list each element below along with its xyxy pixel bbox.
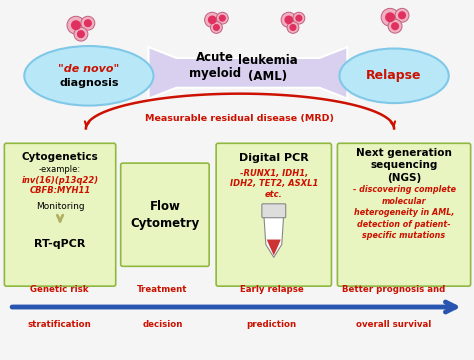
Ellipse shape (339, 49, 449, 103)
Circle shape (84, 20, 91, 27)
Circle shape (205, 12, 220, 27)
Circle shape (217, 12, 228, 24)
Text: leukemia
(AML): leukemia (AML) (238, 54, 298, 84)
Text: -RUNX1, IDH1,: -RUNX1, IDH1, (240, 168, 308, 177)
Text: - discovering complete
molecular
heterogeneity in AML,
detection of patient-
spe: - discovering complete molecular heterog… (353, 185, 456, 240)
Text: Relapse: Relapse (366, 69, 422, 82)
Text: stratification: stratification (27, 320, 91, 329)
Circle shape (219, 15, 225, 21)
Circle shape (67, 16, 85, 34)
Circle shape (287, 22, 299, 33)
Text: diagnosis: diagnosis (59, 78, 118, 88)
Circle shape (285, 16, 292, 23)
Circle shape (381, 8, 399, 26)
Circle shape (281, 12, 296, 27)
Circle shape (209, 16, 216, 23)
Polygon shape (264, 215, 284, 257)
Text: prediction: prediction (247, 320, 297, 329)
Circle shape (290, 24, 296, 30)
Text: "de novo": "de novo" (58, 64, 119, 74)
Text: Early relapse: Early relapse (240, 285, 304, 294)
Text: Treatment: Treatment (137, 285, 188, 294)
Text: Acute
myeloid: Acute myeloid (189, 51, 241, 80)
Text: RT-qPCR: RT-qPCR (34, 239, 86, 249)
Text: inv(16)(p13q22): inv(16)(p13q22) (21, 176, 99, 185)
FancyBboxPatch shape (216, 143, 331, 286)
Circle shape (74, 27, 88, 41)
Polygon shape (267, 239, 281, 255)
Text: Better prognosis and: Better prognosis and (342, 285, 446, 294)
Text: Digital PCR: Digital PCR (239, 153, 309, 163)
Text: decision: decision (142, 320, 182, 329)
Circle shape (395, 8, 409, 22)
FancyBboxPatch shape (262, 204, 286, 218)
Ellipse shape (24, 46, 154, 105)
Circle shape (81, 16, 95, 30)
Text: -example:: -example: (39, 165, 81, 174)
Text: overall survival: overall survival (356, 320, 432, 329)
FancyBboxPatch shape (337, 143, 471, 286)
Text: Monitoring: Monitoring (36, 202, 84, 211)
Text: Genetic risk: Genetic risk (30, 285, 88, 294)
Text: Measurable residual disease (MRD): Measurable residual disease (MRD) (146, 114, 335, 123)
Text: Cytogenetics: Cytogenetics (22, 152, 99, 162)
Circle shape (293, 12, 305, 24)
Circle shape (392, 23, 399, 30)
Circle shape (78, 31, 84, 37)
Circle shape (388, 19, 402, 33)
Text: Flow
Cytometry: Flow Cytometry (130, 200, 200, 230)
Circle shape (214, 24, 219, 30)
FancyBboxPatch shape (4, 143, 116, 286)
Circle shape (296, 15, 302, 21)
Circle shape (399, 12, 405, 19)
Text: CBFB:MYH11: CBFB:MYH11 (29, 186, 91, 195)
Circle shape (210, 22, 222, 33)
Text: Next generation
sequencing
(NGS): Next generation sequencing (NGS) (356, 148, 452, 183)
Circle shape (386, 13, 394, 22)
Text: IDH2, TET2, ASXL1: IDH2, TET2, ASXL1 (229, 180, 318, 189)
Text: etc.: etc. (265, 190, 283, 199)
Polygon shape (148, 47, 347, 99)
Circle shape (72, 21, 80, 30)
FancyBboxPatch shape (121, 163, 209, 266)
